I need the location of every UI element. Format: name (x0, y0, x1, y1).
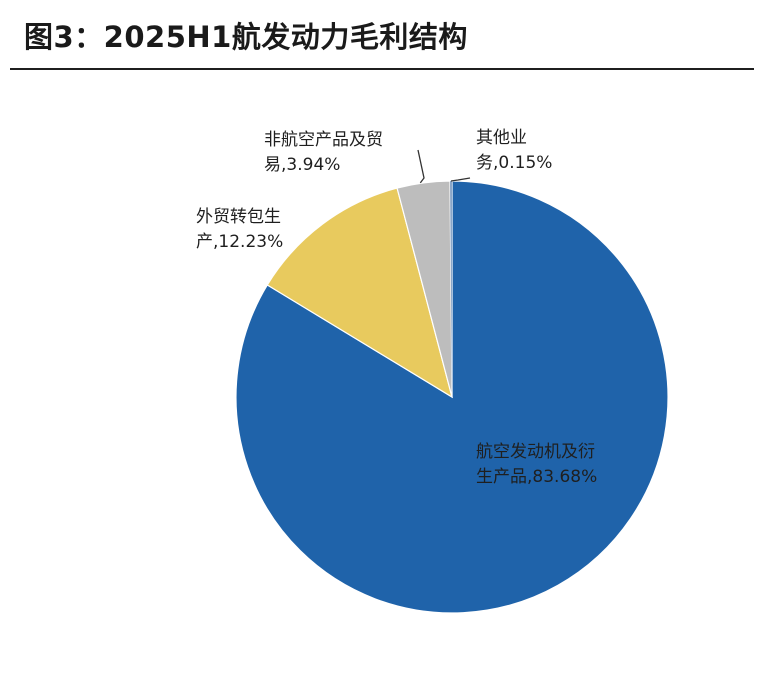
label-non-aviation-line1: 非航空产品及贸 (264, 130, 383, 150)
label-aero-engine-line2: 生产品,83.68% (476, 467, 597, 487)
title-divider (10, 68, 754, 70)
leader-line-other-business (450, 177, 471, 182)
label-non-aviation-line2: 易,3.94% (264, 155, 340, 175)
chart-title: 图3：2025H1航发动力毛利结构 (24, 20, 468, 54)
slice-other-business (449, 181, 452, 397)
label-other-business-line2: 务,0.15% (476, 153, 552, 173)
label-other-business-line1: 其他业 (476, 128, 527, 148)
label-aero-engine-line1: 航空发动机及衍 (476, 442, 595, 462)
label-non-aviation: 非航空产品及贸易,3.94% (264, 130, 383, 175)
leader-line-non-aviation (417, 149, 425, 184)
label-other-business: 其他业务,0.15% (476, 128, 552, 173)
slice-non-aviation (396, 180, 453, 398)
label-aero-engine: 航空发动机及衍生产品,83.68% (476, 442, 597, 487)
slice-foreign-subcontract (266, 187, 453, 399)
label-foreign-subcontract-line1: 外贸转包生 (196, 207, 281, 227)
label-foreign-subcontract-line2: 产,12.23% (196, 232, 283, 252)
label-foreign-subcontract: 外贸转包生产,12.23% (196, 207, 283, 252)
